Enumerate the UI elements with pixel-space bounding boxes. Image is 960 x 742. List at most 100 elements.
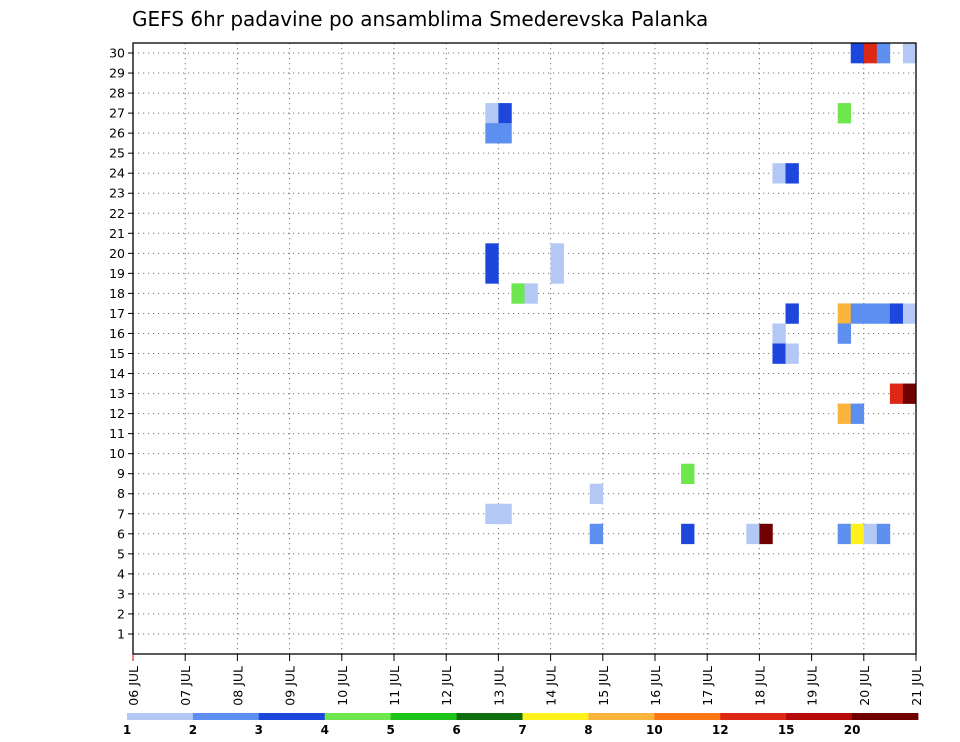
precip-cell (772, 323, 786, 344)
precip-cell (498, 503, 512, 525)
y-tick-label: 5 (117, 546, 125, 561)
colorbar-label: 3 (255, 723, 263, 737)
colorbar-swatch (720, 713, 787, 720)
precip-cell (485, 503, 499, 525)
x-tick-label: 10 JUL (335, 666, 350, 706)
x-tick-label: 15 JUL (596, 666, 611, 706)
y-tick-label: 22 (109, 206, 125, 221)
colorbar-swatch (258, 713, 326, 720)
x-tick-label: 18 JUL (752, 666, 767, 706)
x-tick-label: 07 JUL (178, 666, 193, 706)
y-tick-label: 2 (117, 606, 125, 621)
colorbar-swatch (588, 713, 655, 720)
y-tick-label: 1 (117, 626, 125, 641)
x-tick-label: 08 JUL (230, 666, 245, 706)
colorbar-label: 6 (452, 723, 460, 737)
colorbar-label: 7 (518, 723, 526, 737)
x-tick-label: 21 JUL (909, 666, 924, 706)
colorbar-swatch (654, 713, 721, 720)
y-tick-label: 8 (117, 486, 125, 501)
precip-cell (785, 163, 799, 184)
x-tick-label: 19 JUL (805, 666, 820, 706)
precip-cell (837, 103, 852, 124)
precip-cell (785, 343, 799, 364)
y-tick-label: 29 (109, 66, 125, 81)
precip-cell (485, 103, 499, 124)
y-tick-label: 10 (109, 446, 125, 461)
precip-cell (511, 283, 525, 304)
x-tick-label: 17 JUL (700, 666, 715, 706)
y-tick-label: 6 (117, 526, 125, 541)
colorbar-swatch (852, 713, 919, 720)
plot-frame (132, 42, 917, 655)
colorbar-swatch (127, 713, 194, 720)
colorbar-swatch (390, 713, 457, 720)
precip-cell (785, 303, 799, 324)
precip-cell (863, 303, 878, 324)
colorbar-label: 20 (844, 723, 861, 737)
precip-cell (837, 323, 852, 344)
y-tick-label: 7 (117, 506, 125, 521)
precip-cell (902, 383, 917, 404)
y-tick-label: 4 (117, 566, 125, 581)
y-tick-label: 26 (109, 126, 125, 141)
colorbar-label: 2 (189, 723, 197, 737)
precip-cell (772, 343, 786, 364)
x-tick-label: 11 JUL (387, 666, 402, 706)
precip-cell (589, 523, 604, 545)
colorbar-label: 10 (646, 723, 663, 737)
precip-cell (863, 523, 878, 545)
precip-cell (550, 243, 564, 264)
y-axis-member-ticks: 1234567891011121314151617181920212223242… (109, 46, 133, 641)
colorbar-swatch (786, 713, 853, 720)
x-tick-label: 12 JUL (439, 666, 454, 706)
dotted-grid (133, 43, 916, 654)
colorbar-swatch (192, 713, 260, 720)
y-tick-label: 3 (117, 586, 125, 601)
x-tick-label: 14 JUL (544, 666, 559, 706)
precip-cell (850, 43, 865, 64)
colorbar-swatch (522, 713, 589, 720)
precip-cell (589, 483, 604, 505)
precip-cell (837, 303, 852, 324)
colorbar-swatch (324, 713, 392, 720)
colorbar-legend: 1 2 3 4 5 6 7 8 10 12 15 20 (123, 713, 919, 737)
precip-cell (902, 43, 917, 64)
y-tick-label: 20 (109, 246, 125, 261)
precip-cell (524, 283, 538, 304)
y-tick-label: 23 (109, 186, 125, 201)
precip-cell (837, 523, 852, 545)
precip-cell (889, 383, 904, 404)
y-tick-label: 13 (109, 386, 125, 401)
x-tick-label: 13 JUL (491, 666, 506, 706)
precip-cell (485, 243, 499, 264)
chart-title: GEFS 6hr padavine po ansamblima Smederev… (132, 7, 708, 31)
precip-cell (837, 403, 852, 424)
y-tick-label: 18 (109, 286, 125, 301)
precip-cell (681, 523, 695, 545)
colorbar-label: 8 (584, 723, 592, 737)
precip-cell (485, 123, 499, 144)
y-tick-label: 15 (109, 346, 125, 361)
y-tick-label: 28 (109, 86, 125, 101)
y-tick-label: 24 (109, 166, 125, 181)
precip-cell (863, 43, 878, 64)
y-tick-label: 30 (109, 46, 125, 61)
precip-cell (850, 303, 865, 324)
colorbar-label: 12 (712, 723, 729, 737)
precip-cell (498, 103, 512, 124)
colorbar-label: 15 (778, 723, 795, 737)
precip-cell (746, 523, 760, 545)
y-tick-label: 16 (109, 326, 125, 341)
precip-cell (498, 123, 512, 144)
y-tick-label: 11 (109, 426, 125, 441)
precip-cell (876, 523, 891, 545)
precip-cell (485, 263, 499, 284)
precip-cell (902, 303, 917, 324)
y-tick-label: 17 (109, 306, 125, 321)
precip-cell (876, 303, 891, 324)
precip-cell (772, 163, 786, 184)
precipitation-cells (485, 43, 917, 585)
precip-cell (759, 523, 773, 545)
